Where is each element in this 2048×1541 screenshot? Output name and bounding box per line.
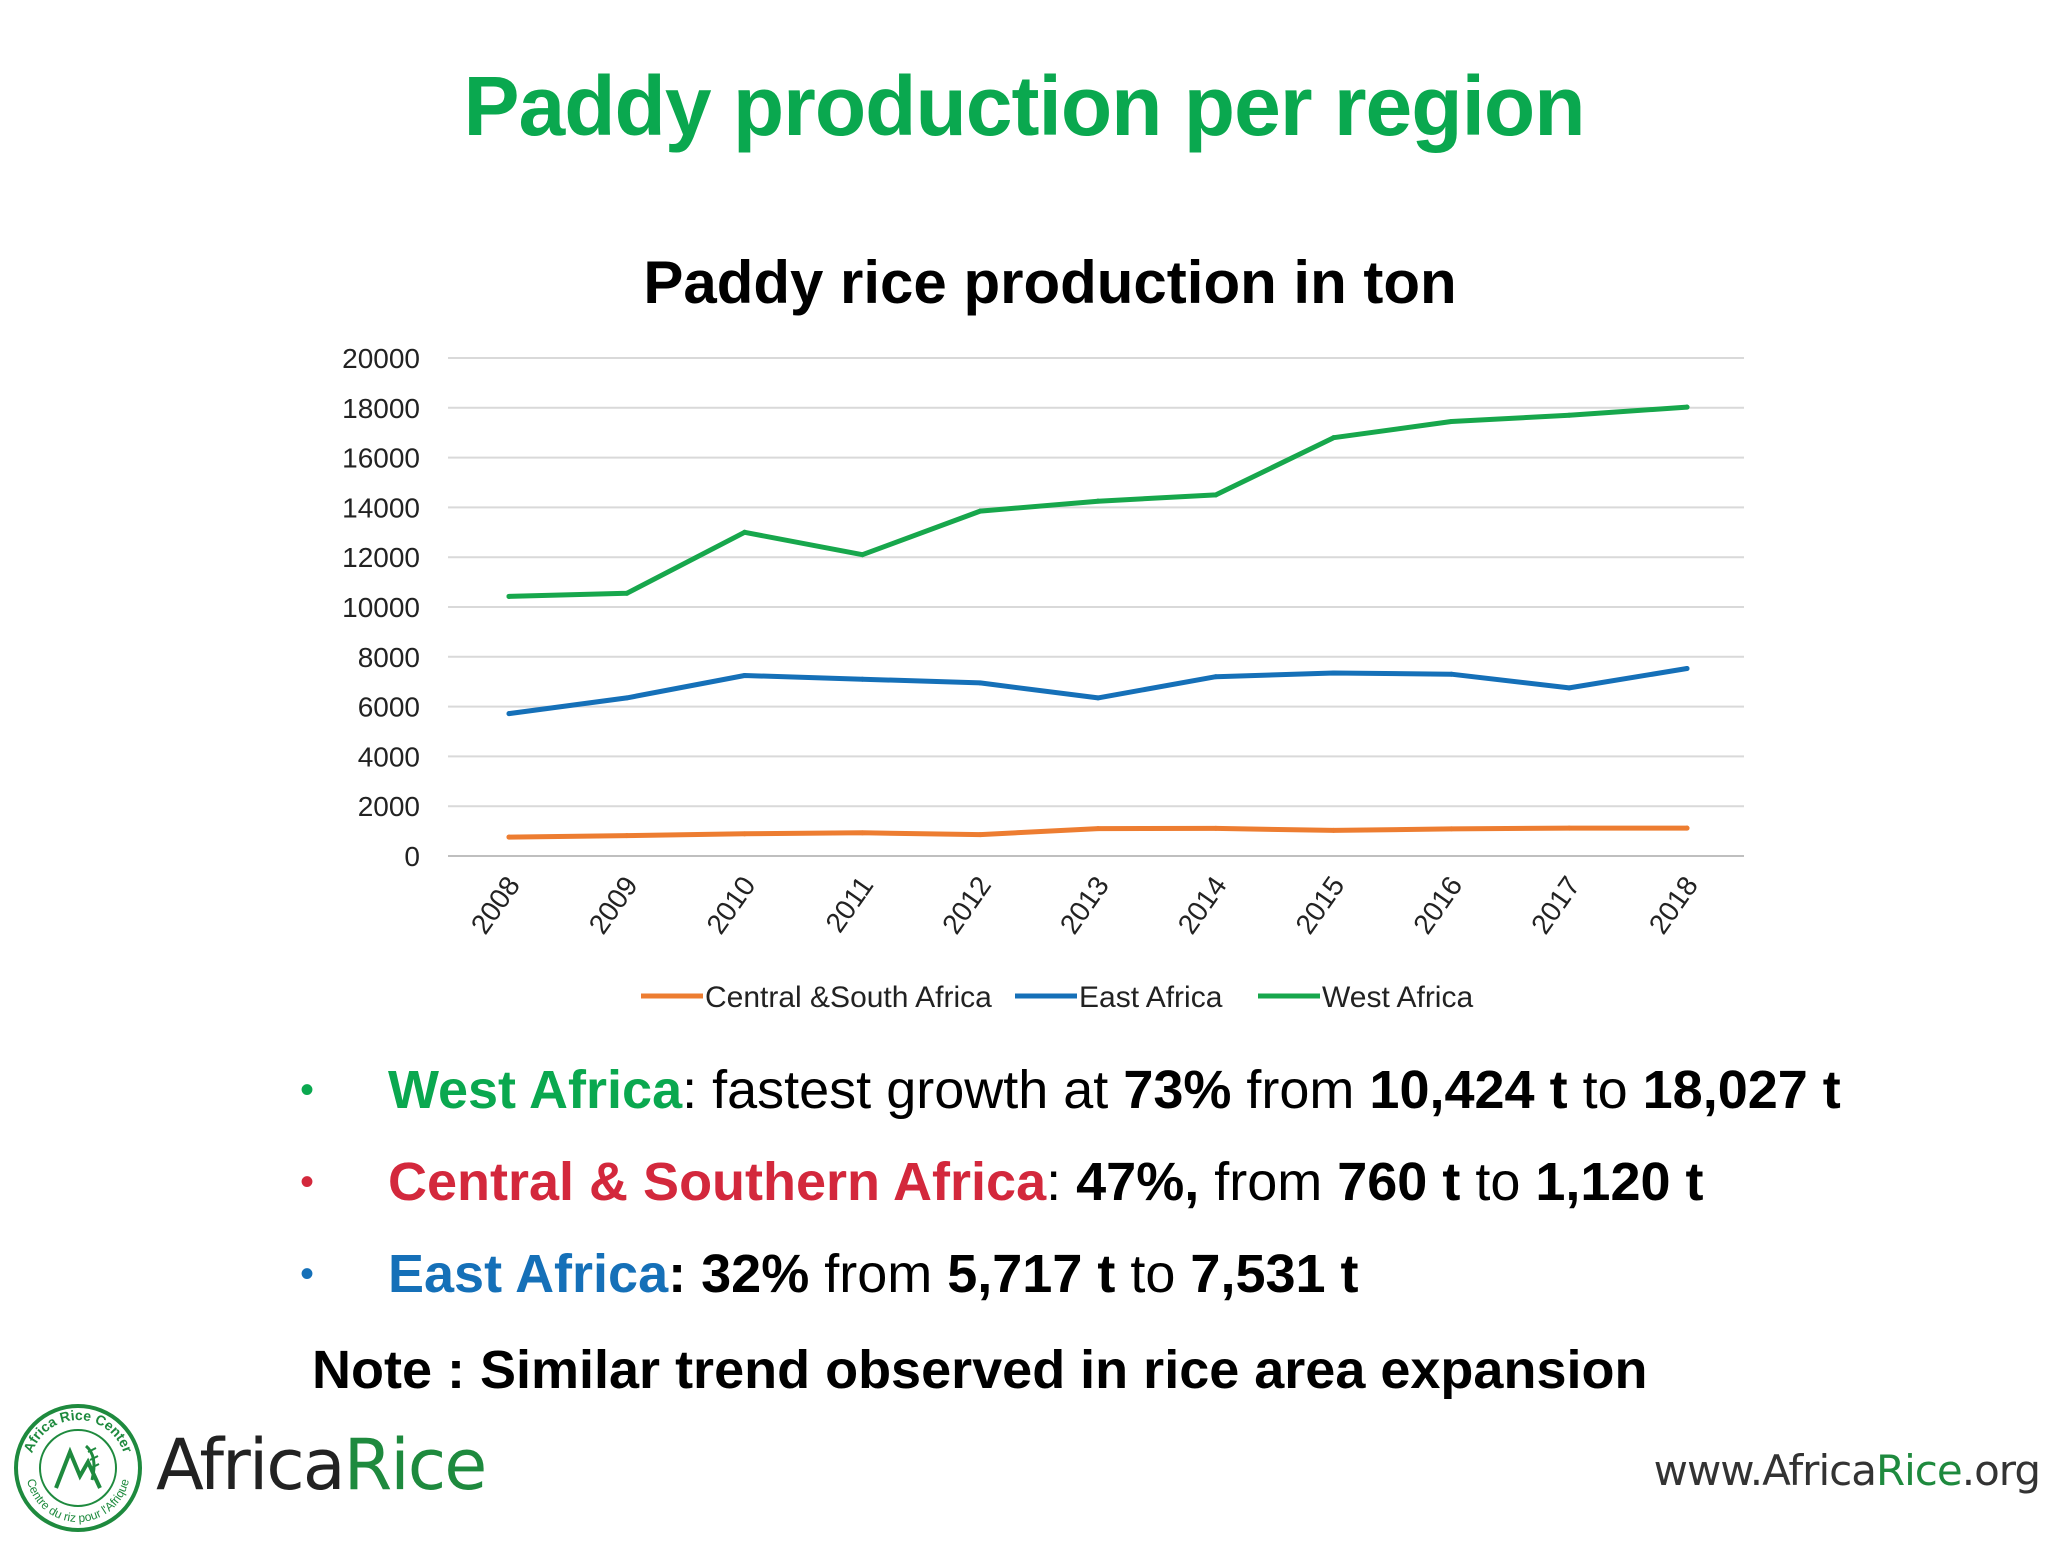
- y-tick-label: 4000: [358, 741, 420, 772]
- x-tick-label: 2009: [583, 871, 644, 940]
- bullet-to-value: 7,531 t: [1190, 1244, 1359, 1304]
- data-point: [506, 834, 512, 840]
- data-point: [742, 529, 748, 535]
- data-point: [1566, 412, 1572, 418]
- bullet-to-value: 18,027 t: [1642, 1060, 1841, 1120]
- logo-wordmark: AfricaRice: [156, 1424, 487, 1506]
- x-tick-label: 2010: [700, 871, 761, 940]
- x-tick-label: 2016: [1407, 871, 1468, 940]
- note-text: Note : Similar trend observed in rice ar…: [312, 1340, 1648, 1400]
- bullet-from-value: 10,424 t: [1369, 1060, 1568, 1120]
- bullet-dot: •: [300, 1252, 315, 1296]
- data-point: [624, 695, 630, 701]
- data-point: [742, 672, 748, 678]
- africarice-logo[interactable]: Africa Rice Center Centre du riz pour l'…: [8, 1396, 487, 1536]
- data-point: [859, 552, 865, 558]
- legend-label: Central &South Africa: [705, 981, 992, 1014]
- data-point: [506, 593, 512, 599]
- bullet-dot: •: [300, 1160, 315, 1204]
- data-point: [1448, 671, 1454, 677]
- data-point: [506, 711, 512, 717]
- bullet-to-value: 1,120 t: [1535, 1152, 1704, 1212]
- data-point: [1213, 492, 1219, 498]
- data-point: [859, 676, 865, 682]
- bullet-text-part: to: [1567, 1060, 1643, 1120]
- y-tick-label: 20000: [342, 343, 420, 374]
- data-point: [742, 831, 748, 837]
- bullet-percent: 47%,: [1076, 1152, 1200, 1212]
- data-point: [624, 590, 630, 596]
- data-point: [1684, 404, 1690, 410]
- data-point: [1331, 827, 1337, 833]
- bullet-text-part: from: [1231, 1060, 1370, 1120]
- bullet-text-part: to: [1460, 1152, 1536, 1212]
- bullet-central-southern-africa: • Central & Southern Africa: 47%, from 7…: [300, 1142, 2020, 1234]
- y-tick-label: 8000: [358, 642, 420, 673]
- slide-title: Paddy production per region: [463, 59, 1585, 153]
- bullet-text-part: to: [1115, 1244, 1191, 1304]
- data-point: [1095, 826, 1101, 832]
- y-tick-label: 18000: [342, 393, 420, 424]
- y-tick-label: 10000: [342, 592, 420, 623]
- bullet-text-part: :: [1046, 1152, 1077, 1212]
- data-point: [977, 508, 983, 514]
- y-tick-label: 6000: [358, 692, 420, 723]
- africarice-seal-icon: Africa Rice Center Centre du riz pour l'…: [14, 1404, 142, 1532]
- data-point: [977, 832, 983, 838]
- bullet-region: Central & Southern Africa: [388, 1152, 1047, 1212]
- data-point: [1684, 665, 1690, 671]
- data-point: [977, 680, 983, 686]
- bullet-from-value: 760 t: [1337, 1152, 1461, 1212]
- data-point: [1684, 825, 1690, 831]
- y-tick-label: 12000: [342, 542, 420, 573]
- x-tick-label: 2018: [1643, 871, 1704, 940]
- bullet-text-part: : fastest growth at: [682, 1060, 1124, 1120]
- data-point: [859, 830, 865, 836]
- x-tick-label: 2017: [1525, 871, 1586, 940]
- data-point: [1566, 825, 1572, 831]
- legend-label: East Africa: [1079, 981, 1223, 1014]
- x-tick-label: 2008: [465, 871, 526, 940]
- data-point: [1448, 418, 1454, 424]
- data-point: [1566, 685, 1572, 691]
- data-point: [1331, 670, 1337, 676]
- data-point: [1448, 826, 1454, 832]
- data-point: [1213, 825, 1219, 831]
- y-tick-label: 14000: [342, 492, 420, 523]
- x-tick-label: 2014: [1172, 871, 1233, 940]
- data-point: [1095, 695, 1101, 701]
- bullet-text-part: from: [809, 1244, 948, 1304]
- website-link[interactable]: www.AfricaRice.org: [1653, 1446, 2041, 1495]
- y-tick-label: 0: [404, 841, 420, 872]
- x-tick-label: 2013: [1054, 871, 1115, 940]
- bullet-from-value: 5,717 t: [947, 1244, 1116, 1304]
- bullet-dot: •: [300, 1068, 315, 1112]
- bullet-region: East Africa: [388, 1244, 669, 1304]
- legend-label: West Africa: [1322, 981, 1473, 1014]
- bullet-percent: 32%: [701, 1244, 810, 1304]
- data-point: [624, 833, 630, 839]
- bullet-text-part: :: [668, 1244, 702, 1304]
- x-tick-label: 2011: [819, 871, 879, 938]
- x-tick-label: 2015: [1289, 871, 1350, 940]
- bullet-text-part: from: [1199, 1152, 1338, 1212]
- chart-title: Paddy rice production in ton: [643, 249, 1457, 316]
- bullet-list: • West Africa: fastest growth at 73% fro…: [300, 1050, 2020, 1326]
- bullet-region: West Africa: [388, 1060, 683, 1120]
- x-tick-label: 2012: [936, 871, 997, 940]
- bullet-west-africa: • West Africa: fastest growth at 73% fro…: [300, 1050, 2020, 1142]
- data-point: [1095, 498, 1101, 504]
- y-tick-label: 2000: [358, 791, 420, 822]
- data-point: [1213, 674, 1219, 680]
- bullet-percent: 73%: [1123, 1060, 1232, 1120]
- bullet-east-africa: • East Africa: 32% from 5,717 t to 7,531…: [300, 1234, 2020, 1326]
- y-tick-label: 16000: [342, 443, 420, 474]
- data-point: [1331, 435, 1337, 441]
